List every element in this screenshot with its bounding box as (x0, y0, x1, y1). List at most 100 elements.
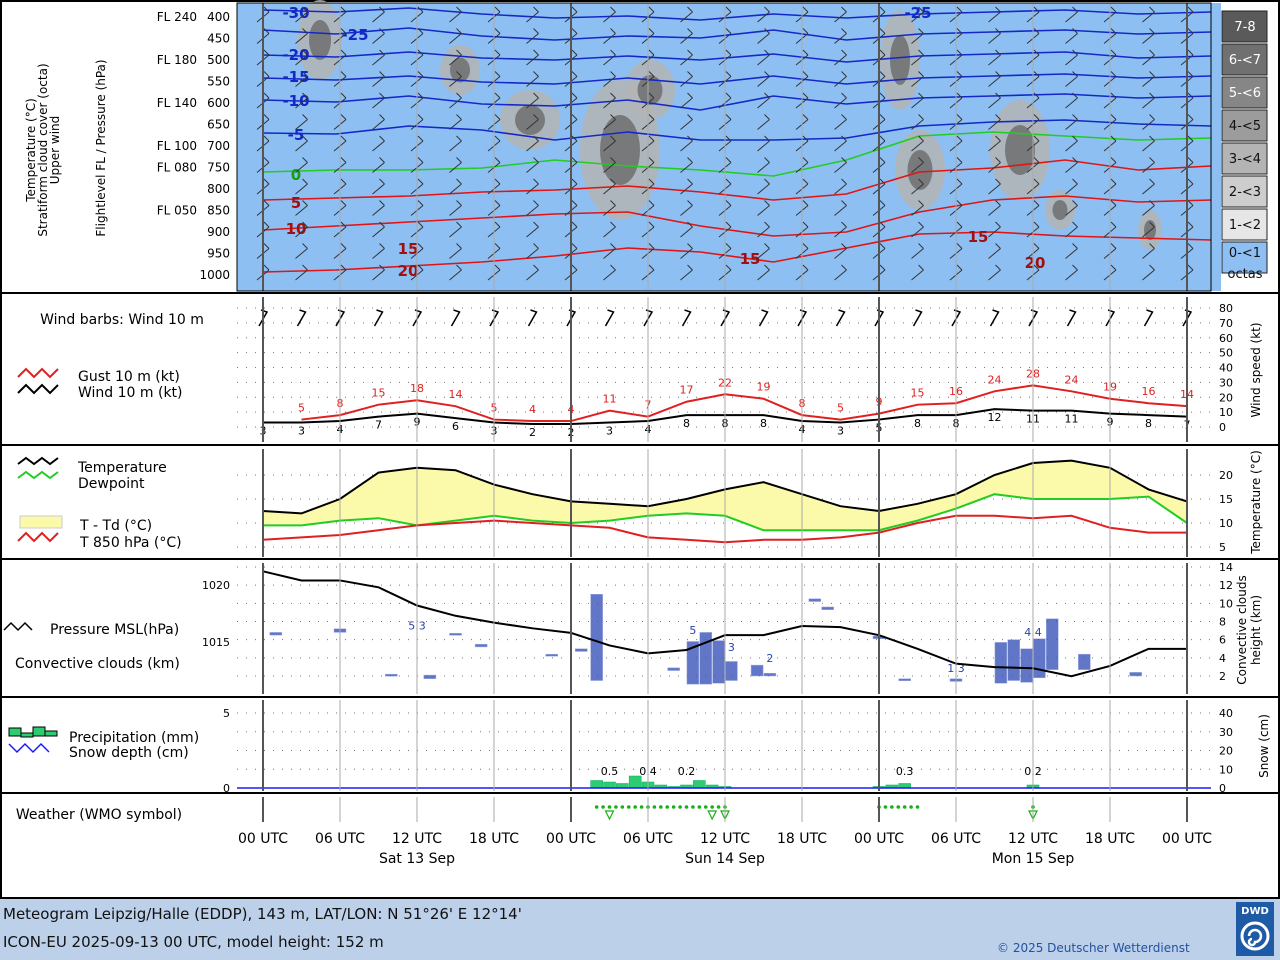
t850-legend-icon (17, 531, 59, 543)
upper-wind-barb (603, 6, 616, 23)
upper-wind-barb (372, 92, 385, 109)
weather-drizzle-symbol (890, 805, 894, 809)
convective-cloud-bar (449, 633, 462, 636)
precip-legend-icon (44, 730, 58, 737)
upper-wind-barb (526, 135, 539, 152)
upper-wind-barb (1065, 28, 1078, 44)
upper-wind-barb (1065, 264, 1078, 281)
gust-data-label: 4 (529, 403, 536, 416)
stratiform-cloud-core (600, 115, 640, 185)
precip-bar (603, 781, 616, 789)
stratiform-cloud-core (907, 150, 933, 190)
upper-wind-barb (1065, 178, 1078, 195)
cloud-legend-swatch (1221, 76, 1268, 109)
upper-wind-barb (1065, 49, 1078, 66)
isotherm-label: -5 (288, 126, 305, 144)
upper-wind-barb (988, 28, 1001, 44)
upper-wind-barb (372, 114, 385, 130)
upper-wind-barb (988, 49, 1001, 66)
convective-axis-title: height (km) (1249, 595, 1263, 665)
wind-data-label: 2 (529, 426, 536, 439)
convective-axis-tick: 12 (1219, 579, 1233, 592)
stratiform-cloud-core (1052, 200, 1068, 220)
isotherm-label: 15 (740, 250, 761, 268)
upper-wind-barb (603, 243, 616, 259)
surface-wind-barb (1066, 309, 1077, 327)
upper-wind-barb (680, 71, 693, 87)
upper-wind-barb (757, 157, 770, 173)
stratiform-cloud-core (637, 75, 663, 105)
spread-legend-label: T - Td (°C) (79, 518, 152, 534)
upper-wind-barb (834, 6, 847, 23)
cloud-legend-label: 7-8 (1234, 20, 1255, 35)
upper-wind-barb (603, 178, 616, 195)
pressure-level-label: 800 (207, 182, 230, 196)
weather-drizzle-symbol (594, 805, 599, 809)
snow-axis-tick: 30 (1219, 726, 1233, 739)
precip-legend-icon (8, 727, 22, 737)
upper-wind-barb (680, 28, 693, 44)
surface-wind-barb (1143, 309, 1154, 327)
upper-wind-barb (911, 92, 924, 109)
time-axis-tick: 00 UTC (1162, 831, 1212, 847)
cloud-legend-label: 5-<6 (1229, 86, 1261, 101)
convective-cloud-label: 2 (766, 652, 773, 665)
time-axis-tick: 12 UTC (392, 831, 442, 847)
precip-axis-tick: 5 (223, 707, 230, 720)
convective-cloud-bar (474, 643, 488, 648)
time-axis-tick: 00 UTC (546, 831, 596, 847)
upper-wind-barb (834, 243, 847, 259)
temperature-legend-label: Temperature (77, 460, 167, 476)
stratiform-cloud-core (515, 105, 545, 135)
t850-legend-label: T 850 hPa (°C) (79, 535, 182, 551)
convective-cloud-bar (1007, 639, 1020, 681)
upper-wind-barb (1142, 221, 1155, 238)
surface-wind-barb (835, 309, 846, 327)
isotherm-label: -30 (282, 4, 309, 22)
weather-drizzle-symbol (620, 805, 625, 809)
wind-axis-tick: 80 (1219, 302, 1233, 315)
isotherm-line (262, 131, 1212, 177)
gust-data-label: 15 (372, 387, 386, 400)
upper-wind-barb (449, 92, 462, 109)
upper-wind-barb (988, 114, 1001, 130)
convective-axis-tick: 4 (1219, 652, 1226, 665)
weather-drizzle-symbol (607, 805, 612, 809)
weather-drizzle-symbol (665, 805, 670, 809)
pressure-legend-label: Pressure MSL(hPa) (50, 622, 179, 638)
upper-wind-barb (526, 200, 539, 216)
convective-cloud-bar (590, 594, 603, 681)
upper-wind-barb (988, 92, 1001, 109)
flight-level-label: FL 240 (157, 10, 197, 24)
upper-wind-barb (911, 114, 924, 130)
surface-wind-barb (989, 309, 1000, 327)
isotherm-label: -25 (904, 4, 931, 22)
wind-data-label: 11 (1065, 413, 1079, 426)
gust-legend-label: Gust 10 m (kt) (78, 369, 180, 385)
wind-data-label: 8 (683, 417, 690, 430)
upper-wind-barb (1065, 114, 1078, 130)
weather-shower-symbol (604, 810, 615, 821)
pressure-level-label: 750 (207, 161, 230, 175)
upper-wind-barb (372, 6, 385, 23)
convective-axis-tick: 6 (1219, 634, 1226, 647)
cloud-legend-swatch (1221, 175, 1268, 208)
isotherm-label: -20 (282, 46, 309, 64)
upper-wind-barb (449, 28, 462, 44)
flight-level-label: FL 050 (157, 204, 197, 218)
upper-wind-barb (988, 264, 1001, 281)
cloud-legend-label: 6-<7 (1229, 53, 1261, 68)
cloud-legend-swatch (1221, 241, 1268, 274)
pressure-level-label: 600 (207, 96, 230, 110)
upper-wind-barb (988, 6, 1001, 23)
upper-wind-barb (372, 71, 385, 87)
wind-axis-title: Wind speed (kt) (1249, 322, 1263, 417)
weather-drizzle-symbol (614, 805, 618, 809)
wind-legend-icon (17, 383, 59, 395)
wind-data-label: 8 (1145, 417, 1152, 430)
isotherm-line (262, 93, 1212, 111)
weather-panel-title: Weather (WMO symbol) (16, 807, 182, 823)
weather-drizzle-symbol (659, 805, 663, 809)
upper-wind-barb (988, 200, 1001, 216)
upper-wind-barb (1065, 157, 1078, 173)
